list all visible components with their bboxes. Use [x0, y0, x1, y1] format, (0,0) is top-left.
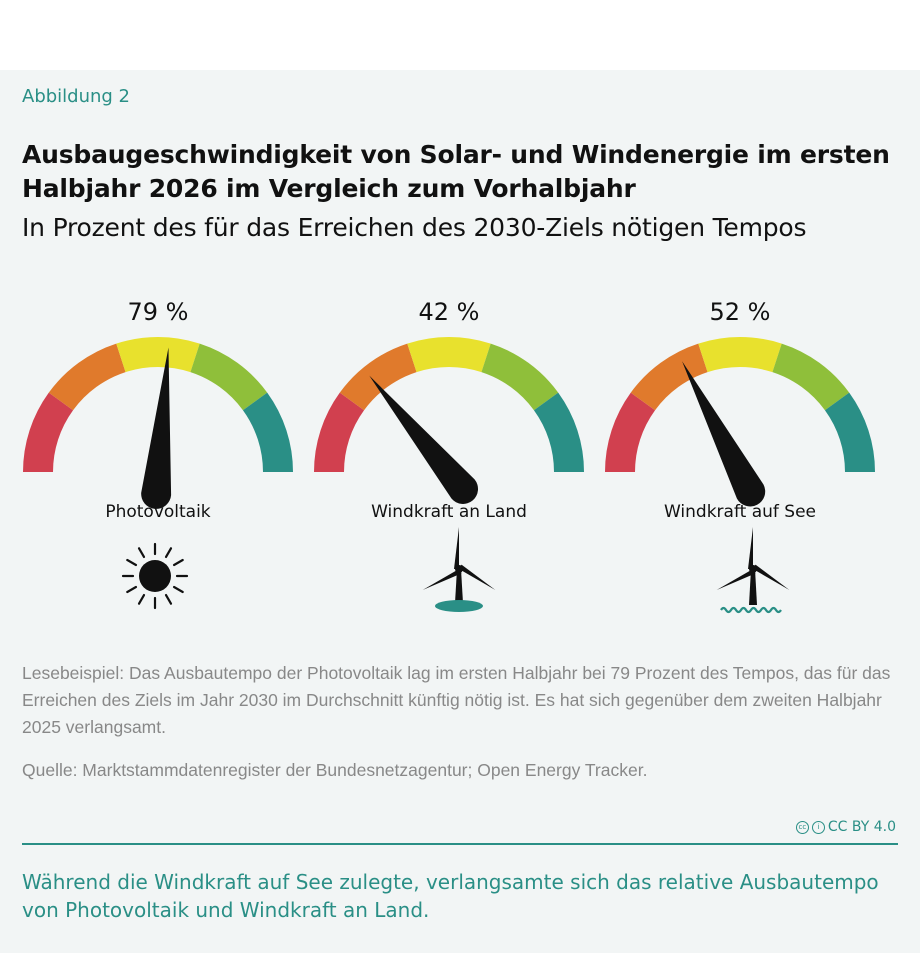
gauge-chart: 79 % Photovoltaik 42 % Windkraft an Land 52 …: [23, 298, 875, 614]
gauge-segment: [533, 392, 584, 472]
wind-turbine-land-icon: [422, 527, 496, 612]
gauge-segment: [630, 343, 708, 411]
gauge-segment: [824, 392, 875, 472]
sun-icon: [121, 542, 189, 610]
chart-subtitle: In Prozent des für das Erreichen des 203…: [22, 213, 807, 242]
gauge-segment: [314, 392, 365, 472]
gauge-segment: [339, 343, 417, 411]
gauge-segment: [698, 337, 782, 373]
gauge-needle: [141, 347, 172, 509]
gauge-label: Photovoltaik: [105, 502, 210, 522]
gauge-value: 42 %: [419, 298, 480, 326]
gauge-2: 52 % Windkraft auf See: [605, 298, 875, 614]
gauge-segment: [190, 343, 268, 411]
gauge-segment: [242, 392, 293, 472]
license-text: CC BY 4.0: [827, 819, 896, 835]
reading-example: Lesebeispiel: Das Ausbautempo der Photov…: [22, 663, 891, 737]
gauge-value: 79 %: [128, 298, 189, 326]
gauge-needle: [682, 361, 766, 507]
figure-panel: [0, 70, 920, 953]
takeaway-text: Während die Windkraft auf See zulegte, v…: [22, 870, 879, 922]
gauge-segment: [481, 343, 559, 411]
gauge-label: Windkraft an Land: [371, 502, 527, 522]
chart-title: Ausbaugeschwindigkeit von Solar- und Win…: [22, 140, 890, 203]
source-note: Quelle: Marktstammdatenregister der Bund…: [22, 760, 648, 780]
gauge-segment: [23, 392, 74, 472]
gauge-1: 42 % Windkraft an Land: [314, 298, 584, 612]
gauge-segment: [772, 343, 850, 411]
divider: [22, 843, 898, 845]
gauge-value: 52 %: [710, 298, 771, 326]
gauge-segment: [605, 392, 656, 472]
gauge-segment: [407, 337, 491, 373]
wind-turbine-sea-icon: [716, 527, 790, 614]
cc-icon: cc: [795, 820, 809, 834]
gauge-0: 79 % Photovoltaik: [23, 298, 293, 610]
figure-label: Abbildung 2: [22, 86, 131, 107]
gauge-needle: [369, 375, 479, 504]
by-icon: i: [811, 820, 825, 834]
gauge-label: Windkraft auf See: [664, 502, 816, 522]
gauge-segment: [116, 337, 200, 373]
license-badge[interactable]: cc i CC BY 4.0: [795, 819, 896, 835]
gauge-segment: [48, 343, 126, 411]
